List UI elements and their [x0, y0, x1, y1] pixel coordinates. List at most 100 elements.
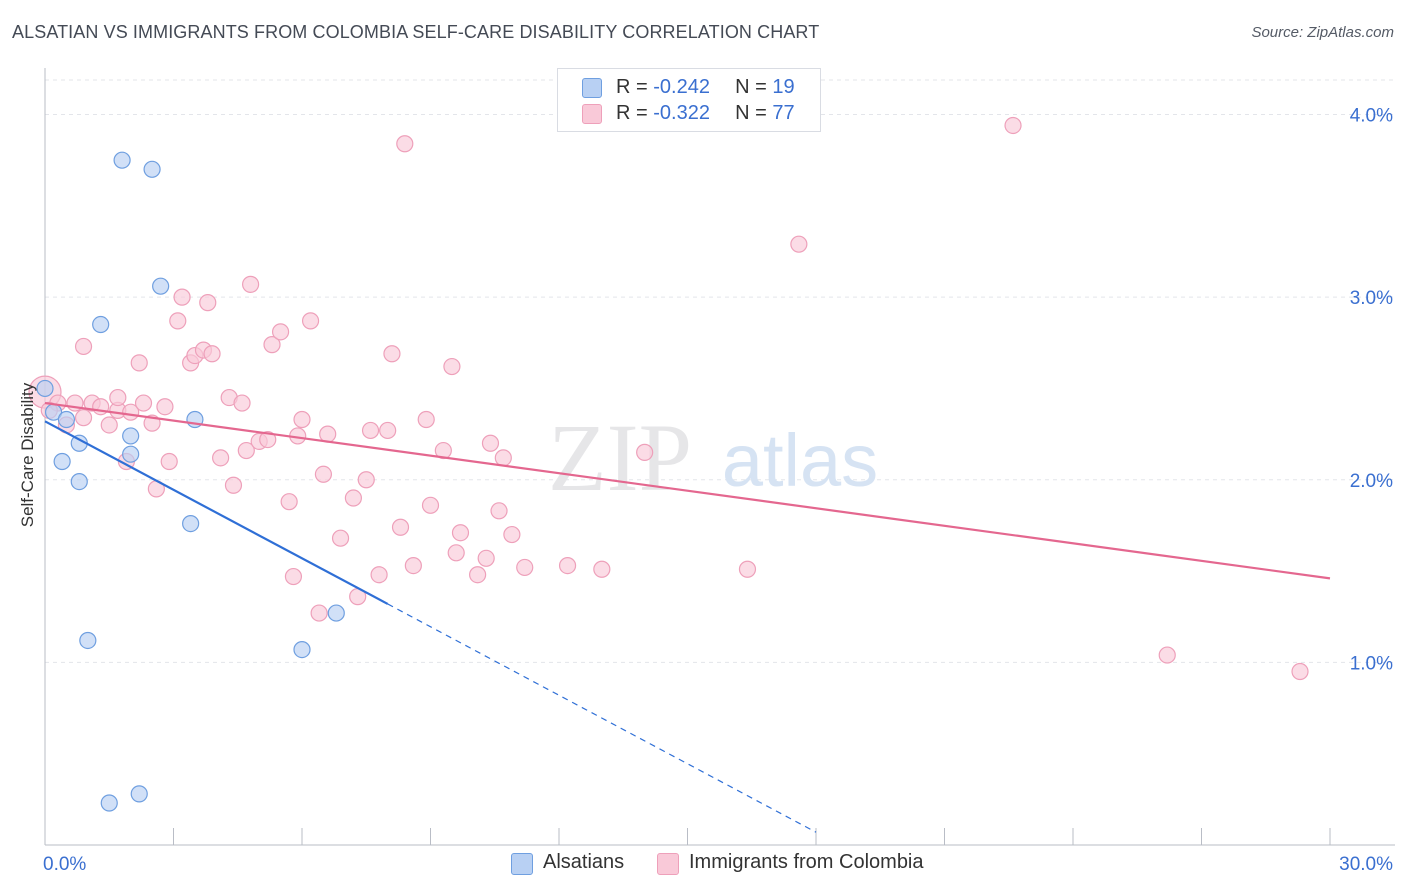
chart-source: Source: ZipAtlas.com — [1251, 24, 1394, 41]
legend-r-label: R = — [616, 76, 654, 98]
colombia-point — [74, 409, 93, 427]
colombia-point — [481, 434, 500, 452]
alsatian-point — [293, 640, 311, 659]
x-tick-label: 0.0% — [43, 854, 86, 875]
colombia-point — [451, 524, 470, 542]
bottom-legend-label: Immigrants from Colombia — [689, 851, 924, 873]
colombia-point — [1158, 646, 1176, 664]
colombia-point — [259, 430, 277, 449]
bottom-legend-label: Alsatians — [543, 851, 625, 873]
grid-lines — [45, 79, 1395, 663]
colombia-point — [503, 525, 521, 544]
colombia-point — [404, 556, 422, 575]
alsatian-point — [130, 785, 148, 803]
colombia-point — [1004, 116, 1022, 135]
alsatian-point — [70, 472, 88, 491]
x-tick-label: 30.0% — [1339, 854, 1393, 875]
alsatian-point — [327, 604, 345, 622]
legend-n-label: N = — [735, 102, 773, 124]
colombia-point — [421, 496, 440, 514]
colombia-point — [74, 337, 93, 356]
colombia-point — [203, 345, 221, 363]
alsatian-point — [152, 277, 170, 295]
colombia-point — [224, 476, 243, 494]
colombia-point — [738, 560, 757, 578]
colombia-point — [156, 398, 174, 416]
trend-lines — [44, 401, 1331, 833]
legend-swatch-pink — [582, 104, 602, 124]
colombia-point — [790, 235, 808, 253]
tick-labels: 1.0% 2.0% 3.0% 4.0% 0.0% 30.0% — [43, 106, 1393, 875]
watermark-zip: ZIP — [548, 404, 692, 511]
colombia-point — [301, 312, 320, 330]
colombia-point — [447, 544, 465, 562]
colombia-point — [1291, 662, 1309, 681]
colombia-point — [391, 518, 410, 536]
colombia-point — [169, 312, 187, 330]
alsatian-point — [182, 514, 200, 533]
alsatian-point — [122, 427, 140, 445]
colombia-point — [434, 441, 452, 460]
alsatian-point — [92, 315, 110, 334]
colombia-point — [242, 275, 260, 293]
y-axis-label: Self-Care Disability — [18, 382, 37, 528]
alsatian-trend-extension — [387, 603, 817, 833]
colombia-point — [310, 604, 328, 622]
colombia-point — [593, 560, 611, 578]
watermark: ZIP atlas — [548, 404, 878, 511]
alsatian-point — [113, 151, 131, 169]
colombia-point — [271, 323, 290, 341]
bottom-legend-swatch-blue — [511, 853, 533, 875]
alsatian-point — [122, 445, 140, 463]
colombia-point — [109, 388, 127, 407]
colombia-point — [233, 394, 251, 412]
colombia-point — [494, 449, 512, 467]
colombia-point — [357, 471, 375, 489]
legend-r-value: -0.242 — [653, 76, 710, 98]
legend-n-value: 77 — [772, 102, 795, 124]
colombia-point — [370, 566, 388, 584]
y-tick-label: 1.0% — [1350, 653, 1393, 674]
alsatian-point — [100, 794, 118, 812]
colombia-trend-line — [44, 401, 1331, 580]
colombia-point — [331, 529, 350, 547]
series-colombia — [28, 116, 1309, 681]
colombia-point — [383, 345, 401, 363]
y-tick-label: 2.0% — [1350, 471, 1393, 492]
colombia-point — [490, 502, 508, 520]
colombia-point — [280, 493, 298, 511]
colombia-point — [417, 410, 435, 429]
alsatian-point — [79, 631, 97, 650]
colombia-point — [293, 410, 311, 429]
colombia-point — [199, 294, 217, 312]
alsatian-trend-line — [44, 420, 389, 605]
legend-r-value: -0.322 — [653, 102, 710, 124]
alsatian-point — [36, 379, 54, 398]
watermark-atlas: atlas — [722, 419, 878, 502]
colombia-point — [100, 416, 118, 434]
colombia-point — [558, 556, 577, 575]
bottom-legend-swatch-pink — [657, 853, 679, 875]
colombia-point — [284, 567, 303, 586]
colombia-point — [636, 443, 654, 461]
alsatian-point — [57, 410, 76, 429]
colombia-point — [344, 489, 362, 507]
legend-n-label: N = — [735, 76, 773, 98]
colombia-point — [361, 421, 380, 440]
correlation-legend: R = -0.242 N = 19 R = -0.322 N = 77 — [557, 68, 821, 132]
colombia-point — [160, 452, 178, 471]
colombia-point — [173, 288, 191, 306]
colombia-point — [130, 354, 148, 372]
colombia-point — [379, 421, 397, 440]
colombia-point — [263, 336, 281, 354]
legend-r-label: R = — [616, 102, 654, 124]
colombia-point — [443, 357, 461, 376]
alsatian-point — [143, 160, 161, 178]
chart-title: ALSATIAN VS IMMIGRANTS FROM COLOMBIA SEL… — [12, 22, 820, 42]
legend-swatch-blue — [582, 78, 602, 98]
colombia-point — [212, 449, 230, 467]
y-tick-label: 4.0% — [1350, 106, 1393, 127]
colombia-point — [396, 135, 414, 153]
colombia-point — [319, 425, 337, 443]
